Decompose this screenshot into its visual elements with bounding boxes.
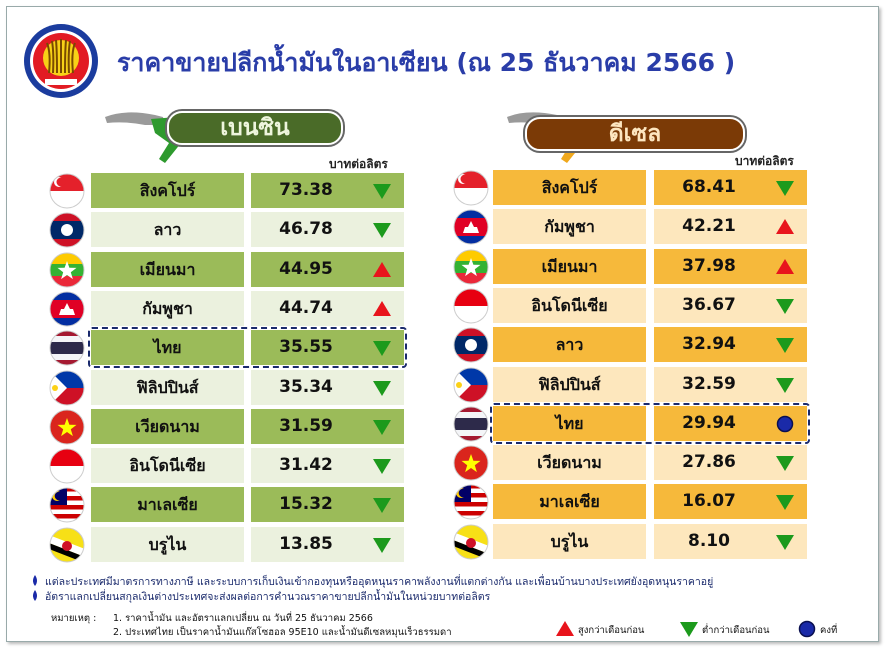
flag xyxy=(49,370,85,405)
country-cell: บรูไน xyxy=(91,526,244,562)
legend-icon xyxy=(680,622,698,637)
flag xyxy=(453,484,489,520)
trend-icon xyxy=(776,298,794,314)
trend-icon xyxy=(776,338,794,354)
country-cell: ไทย xyxy=(493,405,646,441)
asean-logo xyxy=(24,24,98,98)
country-cell: อินโดนีเซีย xyxy=(493,287,646,323)
price-cell: 32.94 xyxy=(654,327,807,363)
trend-icon xyxy=(373,223,391,239)
trend-icon xyxy=(373,537,391,553)
price-cell: 73.38 xyxy=(251,173,404,208)
remark-text: 1. ราคาน้ำมัน และอัตราแลกเปลี่ยน ณ วันที… xyxy=(113,613,373,624)
flag xyxy=(453,524,489,560)
country-cell: ไทย xyxy=(91,330,244,366)
flag xyxy=(453,406,489,442)
country-cell: มาเลเซีย xyxy=(493,484,646,520)
country-cell: เมียนมา xyxy=(493,248,646,284)
flag xyxy=(453,170,489,206)
trend-icon xyxy=(373,184,391,199)
trend-icon xyxy=(373,261,391,277)
flag xyxy=(453,367,489,402)
flag xyxy=(49,409,85,445)
highlight-frame xyxy=(490,402,810,444)
trend-icon xyxy=(776,181,794,196)
country-cell: มาเลเซีย xyxy=(91,487,244,523)
flag xyxy=(49,252,85,288)
flag xyxy=(453,209,489,245)
trend-icon xyxy=(776,377,794,393)
panel-label: เบนซิน xyxy=(167,111,343,145)
flag xyxy=(453,327,489,363)
legend-icon xyxy=(556,621,574,636)
price-cell: 8.10 xyxy=(654,523,807,559)
legend-label: สูงกว่าเดือนก่อน xyxy=(578,625,645,636)
trend-icon xyxy=(776,534,794,550)
flag xyxy=(49,527,85,563)
trend-icon xyxy=(373,459,391,475)
flag xyxy=(49,330,85,366)
unit-label: บาทต่อลิตร xyxy=(735,154,794,168)
flag xyxy=(49,173,85,209)
flag xyxy=(453,249,489,285)
bullet xyxy=(33,575,37,586)
price-cell: 35.55 xyxy=(251,330,404,366)
trend-icon xyxy=(776,219,794,235)
country-cell: สิงคโปร์ xyxy=(493,170,646,205)
country-cell: ฟิลิปปินส์ xyxy=(91,369,244,405)
country-cell: ฟิลิปปินส์ xyxy=(493,366,646,402)
flag xyxy=(49,291,85,327)
legend-icon xyxy=(798,620,816,638)
country-cell: บรูไน xyxy=(493,523,646,559)
remark-text: 2. ประเทศไทย เป็นราคาน้ำมันแก๊สโซฮอล 95E… xyxy=(113,627,452,638)
flag xyxy=(49,212,85,248)
country-cell: ลาว xyxy=(91,212,244,248)
flag xyxy=(453,445,489,481)
highlight-frame xyxy=(88,327,407,369)
note-text: แต่ละประเทศมีมาตรการทางภาษี และระบบการเก… xyxy=(45,576,714,588)
country-cell: อินโดนีเซีย xyxy=(91,448,244,484)
panel-label: ดีเซล xyxy=(525,117,745,151)
legend-label: คงที่ xyxy=(820,625,838,636)
note-text: อัตราแลกเปลี่ยนสกุลเงินต่างประเทศจะส่งผล… xyxy=(45,591,491,603)
country-cell: กัมพูชา xyxy=(91,290,244,326)
flag xyxy=(49,448,85,484)
trend-icon xyxy=(373,419,391,435)
trend-icon xyxy=(373,498,391,514)
trend-icon xyxy=(776,456,794,472)
trend-icon xyxy=(373,341,391,357)
flag xyxy=(453,288,489,324)
country-cell: ลาว xyxy=(493,327,646,363)
trend-icon xyxy=(373,380,391,396)
trend-icon xyxy=(776,258,794,274)
flag xyxy=(49,487,85,523)
bullet xyxy=(33,590,37,601)
trend-icon xyxy=(776,415,794,433)
remarks-label: หมายเหตุ : xyxy=(51,613,97,624)
country-cell: สิงคโปร์ xyxy=(91,173,244,208)
country-cell: กัมพูชา xyxy=(493,209,646,245)
country-cell: เมียนมา xyxy=(91,251,244,287)
country-cell: เวียดนาม xyxy=(493,445,646,481)
trend-icon xyxy=(776,495,794,511)
infographic: ราคาขายปลีกน้ำมันในอาเซียน (ณ 25 ธันวาคม… xyxy=(6,6,879,642)
page-title: ราคาขายปลีกน้ำมันในอาเซียน (ณ 25 ธันวาคม… xyxy=(117,48,736,77)
unit-label: บาทต่อลิตร xyxy=(329,157,388,171)
legend-label: ต่ำกว่าเดือนก่อน xyxy=(702,625,770,636)
trend-icon xyxy=(373,300,391,316)
price-cell: 37.98 xyxy=(654,248,807,284)
country-cell: เวียดนาม xyxy=(91,408,244,444)
